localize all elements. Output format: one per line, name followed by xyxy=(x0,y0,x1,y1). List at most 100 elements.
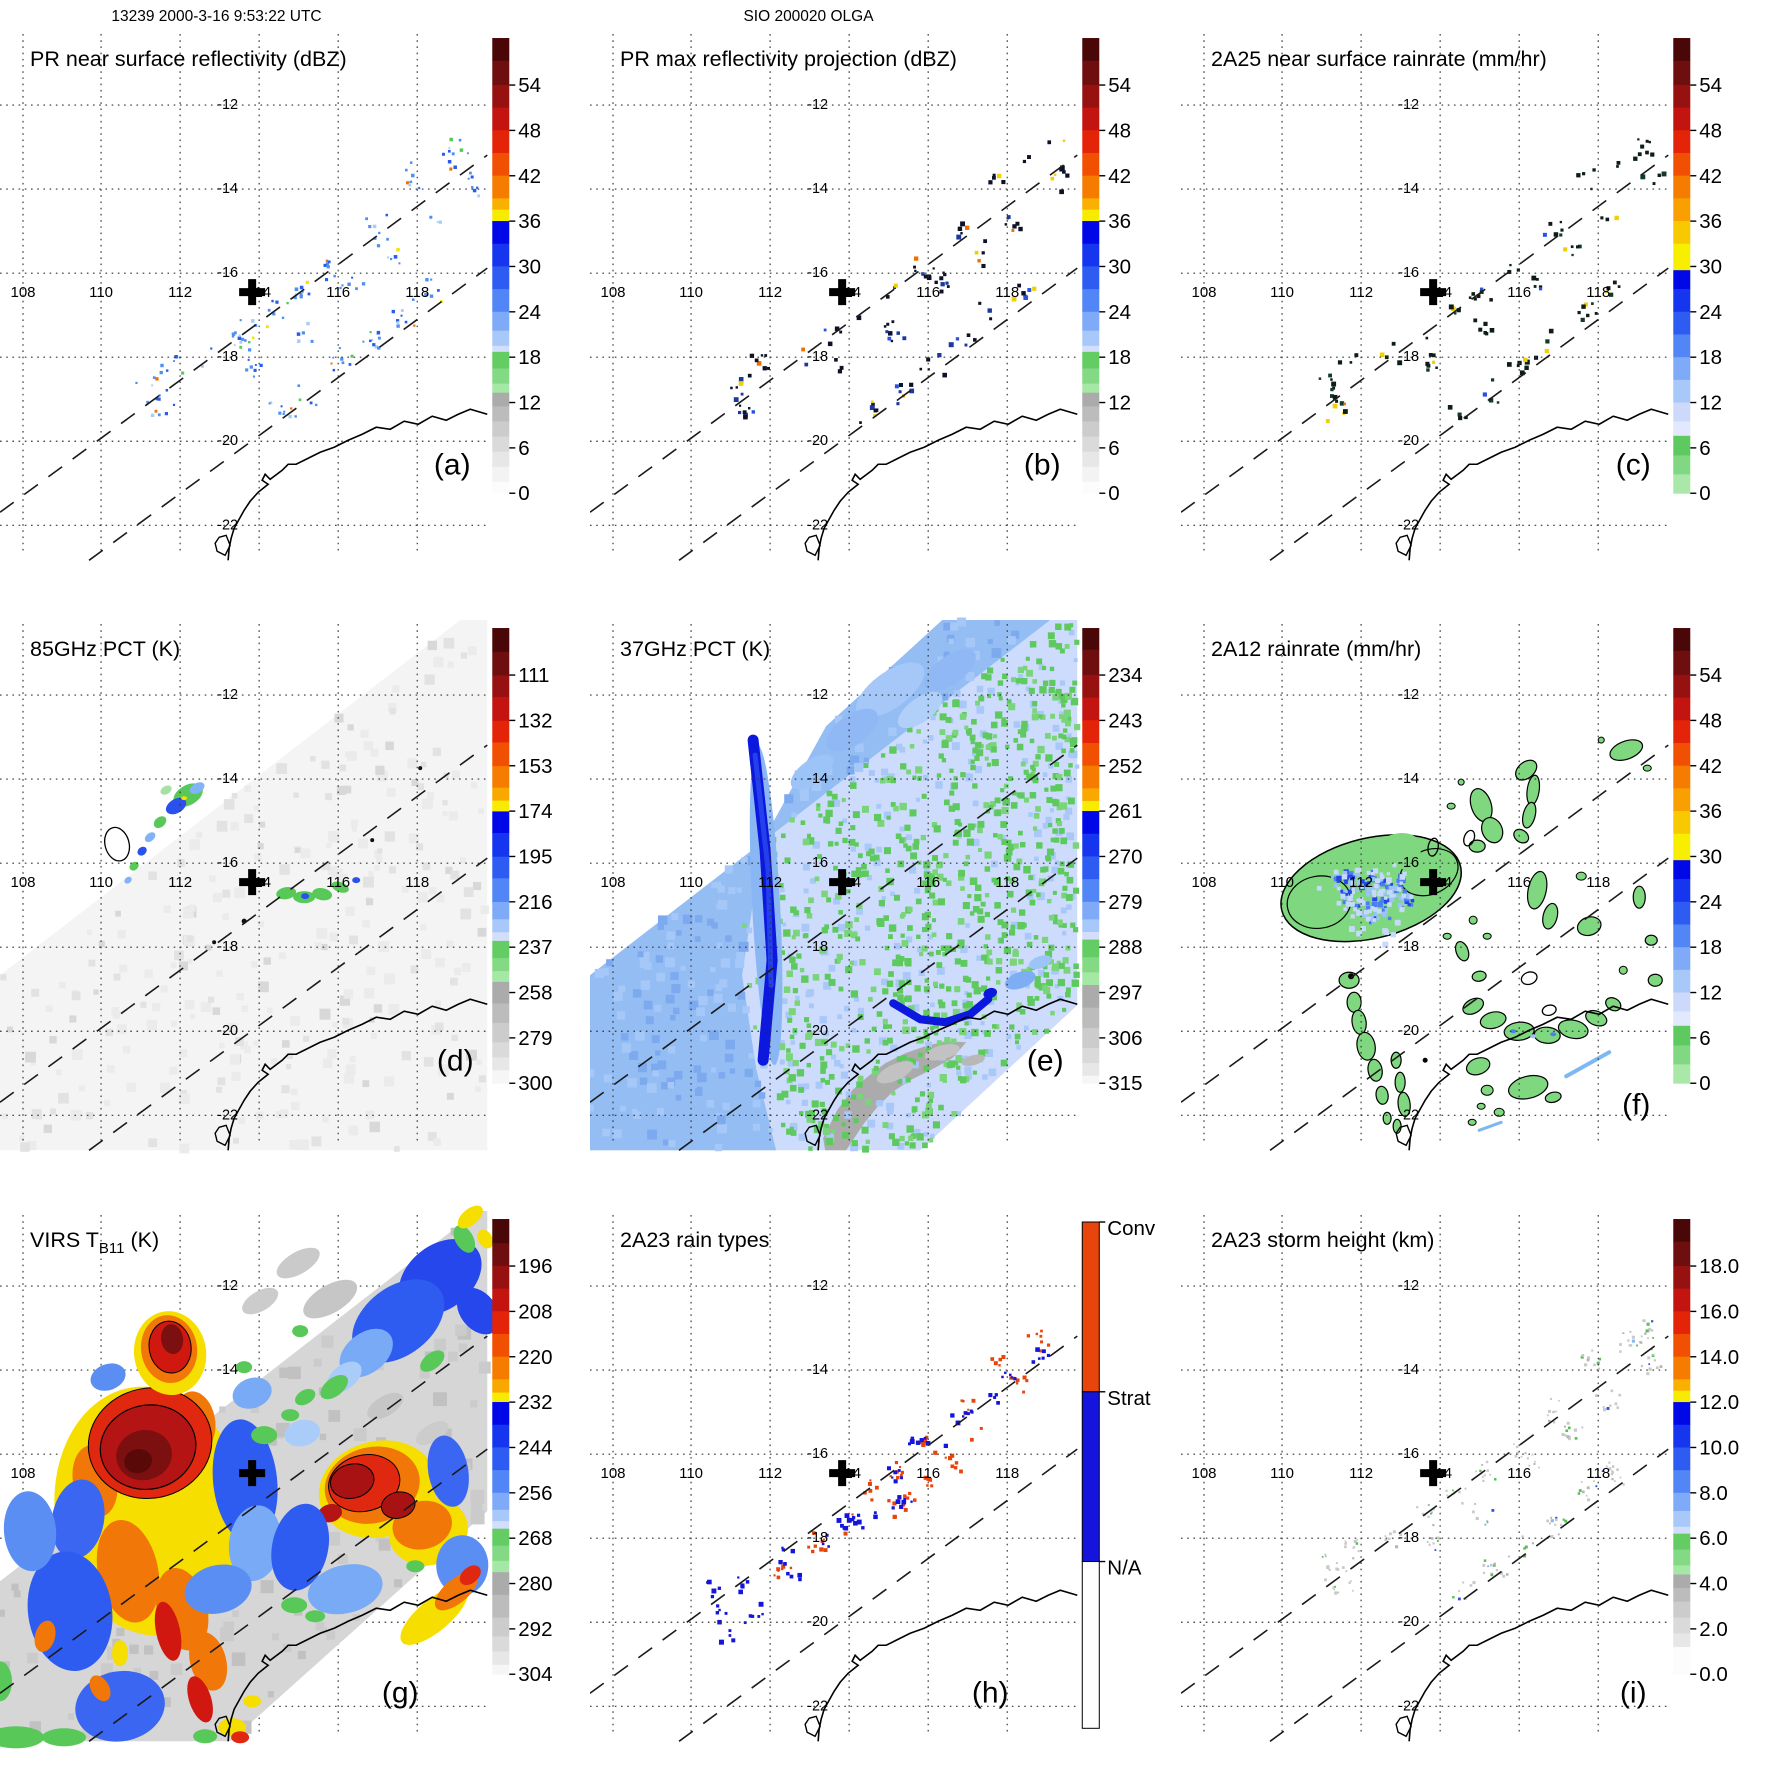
colorbar-segment xyxy=(492,1003,510,1024)
coastline xyxy=(1407,1589,1669,1742)
colorbar: 54 48 42 36 30 24 18 12 6 0 xyxy=(492,38,541,505)
colorbar-segment xyxy=(1672,1533,1690,1550)
data-blob xyxy=(1557,1019,1589,1040)
panel-e: 108110112114116118-12-14-16-18-20-2237GH… xyxy=(590,617,1143,1153)
colorbar-segment xyxy=(1672,175,1690,199)
colorbar-segment xyxy=(1672,1510,1690,1527)
panel-cell-i: 108110112114116118-12-14-16-18-20-222A23… xyxy=(1180,1181,1771,1771)
lat-tick-label: -14 xyxy=(1398,181,1419,197)
data-blob xyxy=(380,1491,416,1519)
data-arc-field xyxy=(1477,1050,1611,1133)
lon-tick-label: 118 xyxy=(1586,284,1610,301)
colorbar-segment xyxy=(1672,60,1690,86)
data-blob xyxy=(406,1559,425,1572)
data-blob xyxy=(856,662,925,719)
lon-tick-label: 112 xyxy=(1349,874,1373,891)
data-blob xyxy=(1618,966,1628,976)
data-blob xyxy=(243,1694,262,1707)
colorbar-label: 18.0 xyxy=(1699,1255,1739,1278)
data-blob xyxy=(1468,916,1478,926)
colorbar-segment xyxy=(492,1447,510,1471)
lat-tick-label: -18 xyxy=(1398,940,1419,956)
data-blob xyxy=(1426,837,1439,858)
swath-edge-dashed-line xyxy=(1269,1448,1669,1742)
data-blob xyxy=(1382,1112,1392,1126)
data-texture-field xyxy=(0,638,489,1154)
panel-cell-f: 108110112114116118-12-14-16-18-20-222A12… xyxy=(1180,590,1771,1180)
data-arc xyxy=(1563,1050,1611,1079)
colorbar-segment xyxy=(492,436,510,453)
data-blob xyxy=(1503,1021,1535,1042)
colorbar-label: 36 xyxy=(1699,210,1722,233)
colorbar-segment xyxy=(1082,466,1100,483)
data-blob xyxy=(312,888,333,901)
colorbar-segment xyxy=(492,788,510,802)
swath-edge-dashed-line xyxy=(1180,154,1669,513)
panel-letter: (g) xyxy=(382,1676,419,1709)
colorbar-segment xyxy=(492,392,510,407)
data-speckle-field xyxy=(135,137,481,419)
colorbar: 196 208 220 232 244 256 268 280 292 304 xyxy=(492,1218,553,1686)
colorbar-segment xyxy=(492,1664,510,1675)
lon-tick-label: 108 xyxy=(10,284,35,301)
colorbar-segment xyxy=(1082,406,1100,422)
colorbar-segment xyxy=(492,1571,510,1595)
panel-title: 85GHz PCT (K) xyxy=(30,637,180,661)
swath-region xyxy=(823,1041,967,1151)
lat-tick-label: -12 xyxy=(807,687,828,703)
lon-tick-label: 116 xyxy=(917,1465,941,1482)
data-blob xyxy=(898,692,943,729)
colorbar-label: 292 xyxy=(518,1618,552,1641)
panel-cell-c: 108110112114116118-12-14-16-18-20-222A25… xyxy=(1180,0,1771,590)
lon-tick-label: 110 xyxy=(679,1465,703,1482)
data-blob xyxy=(276,887,297,900)
graticule xyxy=(1180,1214,1668,1733)
colorbar-label: 220 xyxy=(518,1345,552,1368)
lat-tick-label: -12 xyxy=(217,687,238,703)
swath-edge-dashed-line xyxy=(678,267,1079,561)
storm-id-header: SIO 200020 OLGA xyxy=(743,8,874,25)
panel-title: 2A12 rainrate (mm/hr) xyxy=(1211,637,1421,661)
storm-center-marker xyxy=(239,1459,266,1486)
data-blob xyxy=(3,1490,57,1571)
lat-tick-label: -16 xyxy=(217,265,238,281)
colorbar-segment xyxy=(492,330,510,347)
lon-tick-label: 118 xyxy=(996,874,1020,891)
lat-tick-label: -20 xyxy=(1398,1614,1419,1630)
lat-tick-label: -20 xyxy=(217,1024,238,1040)
data-blob xyxy=(1644,934,1658,947)
colorbar-label: 2.0 xyxy=(1699,1618,1728,1641)
colorbar-segment xyxy=(1672,270,1690,290)
data-blob xyxy=(1541,1004,1557,1017)
colorbar-segment xyxy=(1672,1333,1690,1357)
data-blob-field xyxy=(104,766,423,945)
colorbar: 111 132 153 174 195 216 237 258 279 300 xyxy=(492,628,553,1096)
coastline xyxy=(227,408,488,561)
data-blob xyxy=(42,1727,87,1746)
colorbar-segment xyxy=(1672,130,1690,154)
lat-tick-label: -14 xyxy=(1398,1362,1419,1378)
lon-tick-label: 110 xyxy=(679,284,703,301)
lat-tick-label: -18 xyxy=(217,940,238,956)
data-blob xyxy=(154,1601,182,1661)
coastline-island xyxy=(804,534,822,557)
data-blob xyxy=(281,1408,300,1421)
colorbar-label: 315 xyxy=(1109,1073,1143,1096)
lat-tick-label: -12 xyxy=(1398,97,1419,113)
colorbar-segment xyxy=(1672,860,1690,880)
coastline-island xyxy=(214,534,231,557)
colorbar-label: 252 xyxy=(1109,755,1143,778)
colorbar-label: 232 xyxy=(518,1391,552,1414)
panel-title: 37GHz PCT (K) xyxy=(620,637,770,661)
lon-tick-label: 108 xyxy=(1191,1465,1216,1482)
colorbar-segment xyxy=(492,742,510,767)
colorbar-segment xyxy=(1082,720,1100,744)
colorbar-label: 6 xyxy=(1109,437,1120,460)
colorbar-label: 14.0 xyxy=(1699,1345,1739,1368)
colorbar-label: 208 xyxy=(518,1300,552,1323)
data-blob xyxy=(307,1563,383,1614)
colorbar-label: Conv xyxy=(1108,1217,1157,1240)
coastline xyxy=(817,1589,1078,1742)
data-blob xyxy=(284,1419,320,1447)
colorbar-label: 196 xyxy=(518,1255,552,1278)
